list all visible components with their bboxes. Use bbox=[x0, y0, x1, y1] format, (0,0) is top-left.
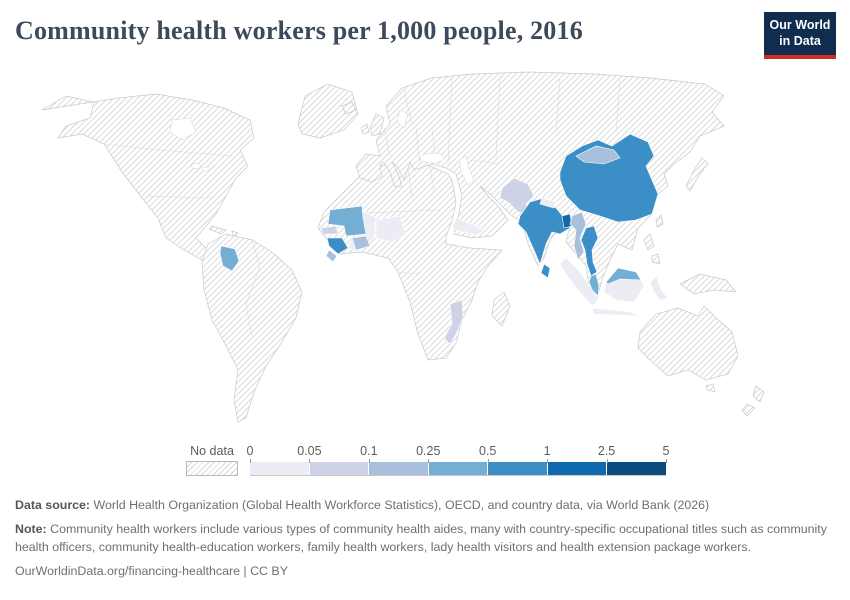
owid-logo-line1: Our World bbox=[769, 18, 831, 32]
legend-tick-label: 0.5 bbox=[479, 444, 497, 458]
world-map-svg bbox=[41, 71, 765, 423]
country-mozambique[interactable] bbox=[443, 299, 464, 345]
landmass-australia[interactable] bbox=[637, 305, 739, 381]
island-philippines-south[interactable] bbox=[651, 253, 661, 265]
legend-bin-0–0.05[interactable] bbox=[250, 462, 310, 475]
legend-bin-0.05–0.1[interactable] bbox=[309, 462, 370, 475]
great-lake-east bbox=[202, 166, 210, 172]
legend-tick-label: 0.05 bbox=[297, 444, 322, 458]
legend-tick-mark bbox=[606, 459, 608, 463]
island-iceland[interactable] bbox=[341, 101, 357, 115]
legend-tick-mark bbox=[666, 459, 667, 463]
map-legend: No data 0 0.05 0.1 0.25 0.5 1 2.5 5 bbox=[0, 444, 850, 480]
island-philippines-north[interactable] bbox=[643, 233, 655, 251]
country-burkina-faso[interactable] bbox=[351, 235, 371, 251]
legend-tick-label: 0.25 bbox=[416, 444, 441, 458]
country-mongolia[interactable] bbox=[575, 145, 621, 165]
world-map[interactable] bbox=[0, 68, 850, 440]
island-madagascar[interactable] bbox=[491, 291, 511, 327]
owid-logo-box: Our World in Data bbox=[764, 12, 836, 55]
black-sea bbox=[419, 152, 445, 164]
data-source-label: Data source: bbox=[15, 498, 91, 512]
legend-tick-label: 0 bbox=[246, 444, 254, 458]
country-sri-lanka[interactable] bbox=[540, 263, 551, 279]
legend-tick-label: 5 bbox=[662, 444, 670, 458]
legend-bin-1–2.5[interactable] bbox=[547, 462, 608, 475]
legend-tick-mark bbox=[368, 459, 370, 463]
legend-bin-0.1–0.25[interactable] bbox=[369, 462, 429, 475]
note-text: Community health workers include various… bbox=[15, 521, 827, 554]
legend-tick-mark bbox=[547, 459, 549, 463]
legend-no-data-label: No data bbox=[190, 444, 234, 458]
island-ireland[interactable] bbox=[360, 123, 370, 135]
country-malaysia-borneo[interactable] bbox=[605, 267, 642, 285]
island-new-zealand-north[interactable] bbox=[752, 385, 765, 403]
landmass-south-america[interactable] bbox=[201, 233, 303, 423]
note-label: Note: bbox=[15, 521, 47, 536]
country-senegal[interactable] bbox=[320, 225, 339, 235]
country-myanmar[interactable] bbox=[569, 211, 587, 261]
legend-tick-label: 2.5 bbox=[597, 444, 616, 458]
legend-no-data: No data bbox=[186, 444, 238, 476]
caspian-sea bbox=[458, 155, 475, 186]
legend-tick-label: 0.1 bbox=[360, 444, 378, 458]
island-japan[interactable] bbox=[685, 157, 709, 192]
country-niger[interactable] bbox=[375, 215, 407, 243]
legend-tick-mark bbox=[309, 459, 311, 463]
landmass-greenland[interactable] bbox=[297, 83, 359, 139]
landmass-eurasia[interactable] bbox=[355, 71, 725, 299]
page-title: Community health workers per 1,000 peopl… bbox=[15, 16, 583, 45]
seas bbox=[169, 109, 475, 186]
country-indonesia-java[interactable] bbox=[591, 307, 643, 317]
colored-countries bbox=[219, 133, 669, 345]
country-indonesia-sulawesi[interactable] bbox=[649, 275, 669, 301]
island-taiwan[interactable] bbox=[655, 214, 664, 228]
legend-no-data-swatch[interactable] bbox=[186, 461, 238, 476]
owid-logo[interactable]: Our World in Data bbox=[764, 12, 836, 59]
landmass-north-america[interactable] bbox=[41, 93, 255, 261]
legend-ticks: 0 0.05 0.1 0.25 0.5 1 2.5 5 bbox=[246, 444, 669, 463]
data-source-text: World Health Organization (Global Health… bbox=[90, 498, 710, 512]
country-guyana[interactable] bbox=[219, 245, 240, 272]
hudson-bay bbox=[169, 117, 197, 141]
island-new-guinea[interactable] bbox=[679, 273, 737, 295]
no-data-landmasses bbox=[41, 71, 765, 423]
island-new-zealand-south[interactable] bbox=[741, 403, 756, 417]
great-lake-west bbox=[190, 163, 202, 169]
legend-bin-2.5–5[interactable] bbox=[607, 462, 667, 475]
country-guinea[interactable] bbox=[326, 237, 349, 255]
country-borders bbox=[103, 75, 621, 337]
legend-bin-0.5–1[interactable] bbox=[488, 462, 548, 475]
country-sierra-leone[interactable] bbox=[325, 249, 338, 263]
island-tasmania[interactable] bbox=[705, 383, 716, 393]
baltic-sea bbox=[396, 109, 409, 129]
island-cuba[interactable] bbox=[208, 225, 227, 235]
country-yemen[interactable] bbox=[451, 217, 485, 236]
legend-bin-0.25–0.5[interactable] bbox=[428, 462, 489, 475]
country-mauritania[interactable] bbox=[327, 205, 367, 237]
legend-scale: 0 0.05 0.1 0.25 0.5 1 2.5 5 bbox=[246, 444, 669, 476]
data-source-line: Data source: World Health Organization (… bbox=[15, 497, 829, 515]
owid-logo-underline bbox=[764, 54, 836, 59]
legend-tick-mark bbox=[428, 459, 430, 463]
legend-tick-label: 1 bbox=[543, 444, 551, 458]
country-malaysia-peninsula[interactable] bbox=[588, 273, 600, 297]
chart-footer: Data source: World Health Organization (… bbox=[15, 497, 829, 587]
citation-line[interactable]: OurWorldinData.org/financing-healthcare … bbox=[15, 563, 288, 578]
legend-tick-mark bbox=[487, 459, 489, 463]
note-line: Note: Community health workers include v… bbox=[15, 521, 829, 557]
island-great-britain[interactable] bbox=[369, 113, 385, 137]
country-thailand[interactable] bbox=[580, 225, 599, 277]
country-nepal[interactable] bbox=[539, 197, 557, 209]
legend-bar bbox=[250, 462, 667, 476]
legend-tick-mark bbox=[250, 459, 251, 463]
owid-logo-line2: in Data bbox=[779, 34, 821, 49]
country-indonesia-sumatra[interactable] bbox=[559, 257, 599, 307]
